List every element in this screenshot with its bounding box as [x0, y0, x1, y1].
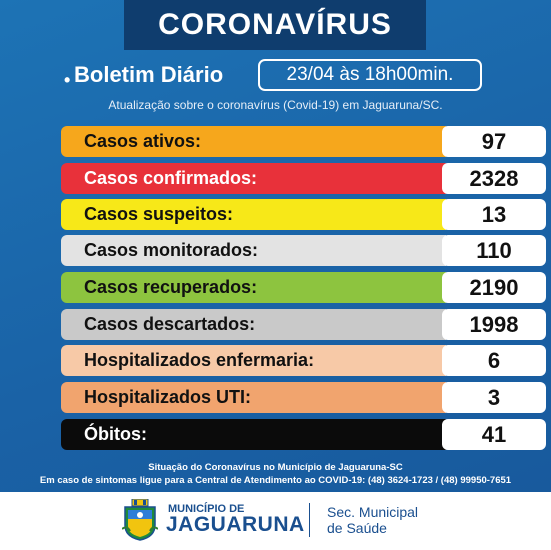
municipality-name: JAGUARUNA: [166, 513, 305, 536]
bulletin-label: Boletim Diário: [74, 62, 224, 87]
stat-value: 110: [442, 235, 546, 266]
stat-row-recovered: Casos recuperados: 2190: [61, 272, 546, 303]
municipality-label: MUNICÍPIO DE: [168, 503, 245, 515]
stat-value: 2328: [442, 163, 546, 194]
secretariat-line-2: de Saúde: [327, 520, 387, 536]
stat-value: 97: [442, 126, 546, 157]
stat-label: Casos descartados:: [61, 309, 446, 340]
stat-label: Casos suspeitos:: [61, 199, 446, 230]
footer-divider: [309, 503, 310, 537]
footer-note-1: Situação do Coronavírus no Município de …: [148, 462, 403, 473]
stat-row-discarded: Casos descartados: 1998: [61, 309, 546, 340]
footer-bar: [0, 492, 551, 550]
footer-note-2: Em caso de sintomas ligue para a Central…: [39, 475, 512, 486]
stat-value: 41: [442, 419, 546, 450]
date-box: 23/04 às 18h00min.: [258, 59, 482, 91]
stat-value: 6: [442, 345, 546, 376]
secretariat-line-1: Sec. Municipal: [327, 504, 419, 520]
stat-value: 1998: [442, 309, 546, 340]
stat-label: Casos recuperados:: [61, 272, 446, 303]
stat-row-icu: Hospitalizados UTI: 3: [61, 382, 546, 413]
stat-label: Casos ativos:: [61, 126, 446, 157]
bulletin-subtitle: Atualização sobre o coronavírus (Covid-1…: [108, 98, 443, 112]
stat-row-active: Casos ativos: 97: [61, 126, 546, 157]
title-banner: CORONAVÍRUS: [124, 0, 426, 50]
stat-value: 2190: [442, 272, 546, 303]
stat-value: 13: [442, 199, 546, 230]
stat-row-suspected: Casos suspeitos: 13: [61, 199, 546, 230]
bulletin-date: 23/04 às 18h00min.: [286, 64, 454, 85]
stat-label: Hospitalizados UTI:: [61, 382, 446, 413]
stat-label: Óbitos:: [61, 419, 446, 450]
stat-row-monitored: Casos monitorados: 110: [61, 235, 546, 266]
bullet-icon: •: [64, 70, 71, 90]
stat-row-confirmed: Casos confirmados: 2328: [61, 163, 546, 194]
stat-label: Casos monitorados:: [61, 235, 446, 266]
stat-label: Casos confirmados:: [61, 163, 446, 194]
municipal-seal-icon: [122, 499, 158, 541]
stat-label: Hospitalizados enfermaria:: [61, 345, 446, 376]
page-title: CORONAVÍRUS: [158, 8, 392, 41]
stat-row-deaths: Óbitos: 41: [61, 419, 546, 450]
stat-row-ward: Hospitalizados enfermaria: 6: [61, 345, 546, 376]
stat-value: 3: [442, 382, 546, 413]
